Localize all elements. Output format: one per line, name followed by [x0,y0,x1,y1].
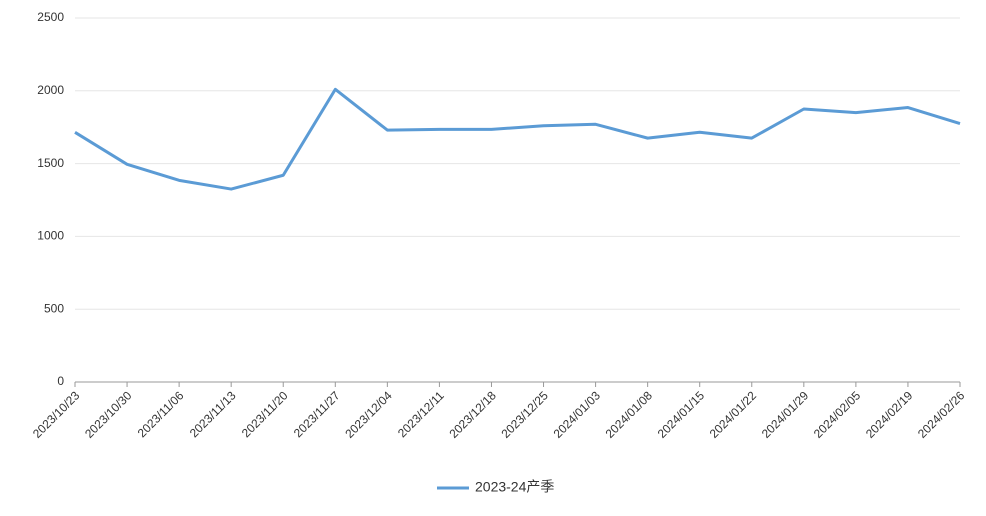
x-tick-label: 2023/10/23 [30,388,83,441]
y-tick-label: 500 [44,301,64,315]
x-tick-label: 2023/11/06 [135,388,187,440]
x-tick-label: 2024/01/15 [655,388,708,441]
data-line [74,87,961,191]
y-tick-label: 1500 [37,156,64,170]
legend-label: 2023-24产季 [475,479,554,495]
x-tick-label: 2023/12/18 [446,388,499,441]
x-tick-label: 2023/11/13 [187,388,239,440]
y-tick-label: 1000 [37,229,64,243]
x-tick-label: 2024/02/26 [915,388,968,441]
x-tick-label: 2023/12/11 [395,388,447,440]
x-tick-label: 2024/01/03 [551,388,604,441]
x-tick-label: 2023/12/04 [342,388,395,441]
x-tick-label: 2024/02/19 [863,388,916,441]
x-tick-label: 2024/01/29 [759,388,812,441]
x-tick-label: 2024/01/08 [603,388,656,441]
x-tick-label: 2023/11/27 [291,388,343,440]
x-tick-label: 2023/11/20 [239,388,291,440]
x-tick-label: 2024/02/05 [811,388,864,441]
y-tick-label: 0 [57,374,64,388]
y-tick-label: 2500 [37,10,64,24]
x-tick-label: 2023/12/25 [499,388,552,441]
x-tick-label: 2023/10/30 [82,388,135,441]
x-tick-label: 2024/01/22 [707,388,760,441]
y-tick-label: 2000 [37,83,64,97]
